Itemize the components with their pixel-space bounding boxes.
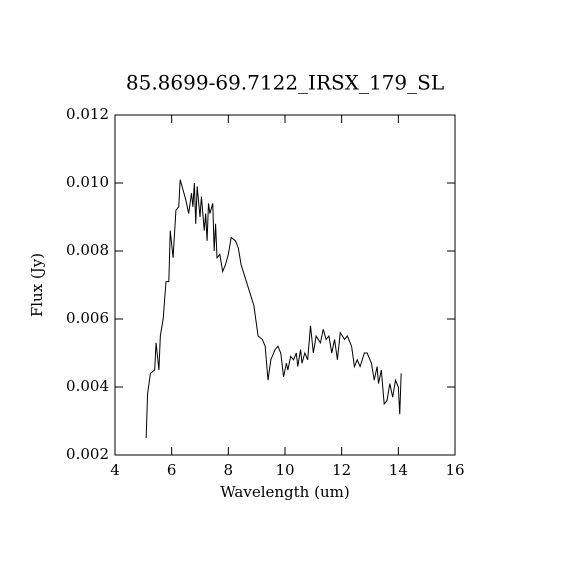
x-tick-label: 16 bbox=[445, 461, 464, 479]
x-tick-label: 6 bbox=[167, 461, 177, 479]
y-tick-label: 0.006 bbox=[66, 309, 109, 327]
y-tick-label: 0.012 bbox=[66, 105, 109, 123]
y-tick-label: 0.002 bbox=[66, 445, 109, 463]
y-tick-label: 0.010 bbox=[66, 173, 109, 191]
x-tick-label: 4 bbox=[110, 461, 120, 479]
x-axis-label: Wavelength (um) bbox=[220, 483, 349, 501]
x-tick-label: 12 bbox=[332, 461, 351, 479]
chart-title: 85.8699-69.7122_IRSX_179_SL bbox=[126, 71, 444, 95]
x-tick-label: 10 bbox=[275, 461, 294, 479]
y-axis-label: Flux (Jy) bbox=[28, 253, 46, 317]
x-tick-label: 14 bbox=[389, 461, 408, 479]
spectrum-line bbox=[145, 179, 402, 439]
x-tick-label: 8 bbox=[224, 461, 234, 479]
y-tick-label: 0.004 bbox=[66, 377, 109, 395]
y-tick-label: 0.008 bbox=[66, 241, 109, 259]
